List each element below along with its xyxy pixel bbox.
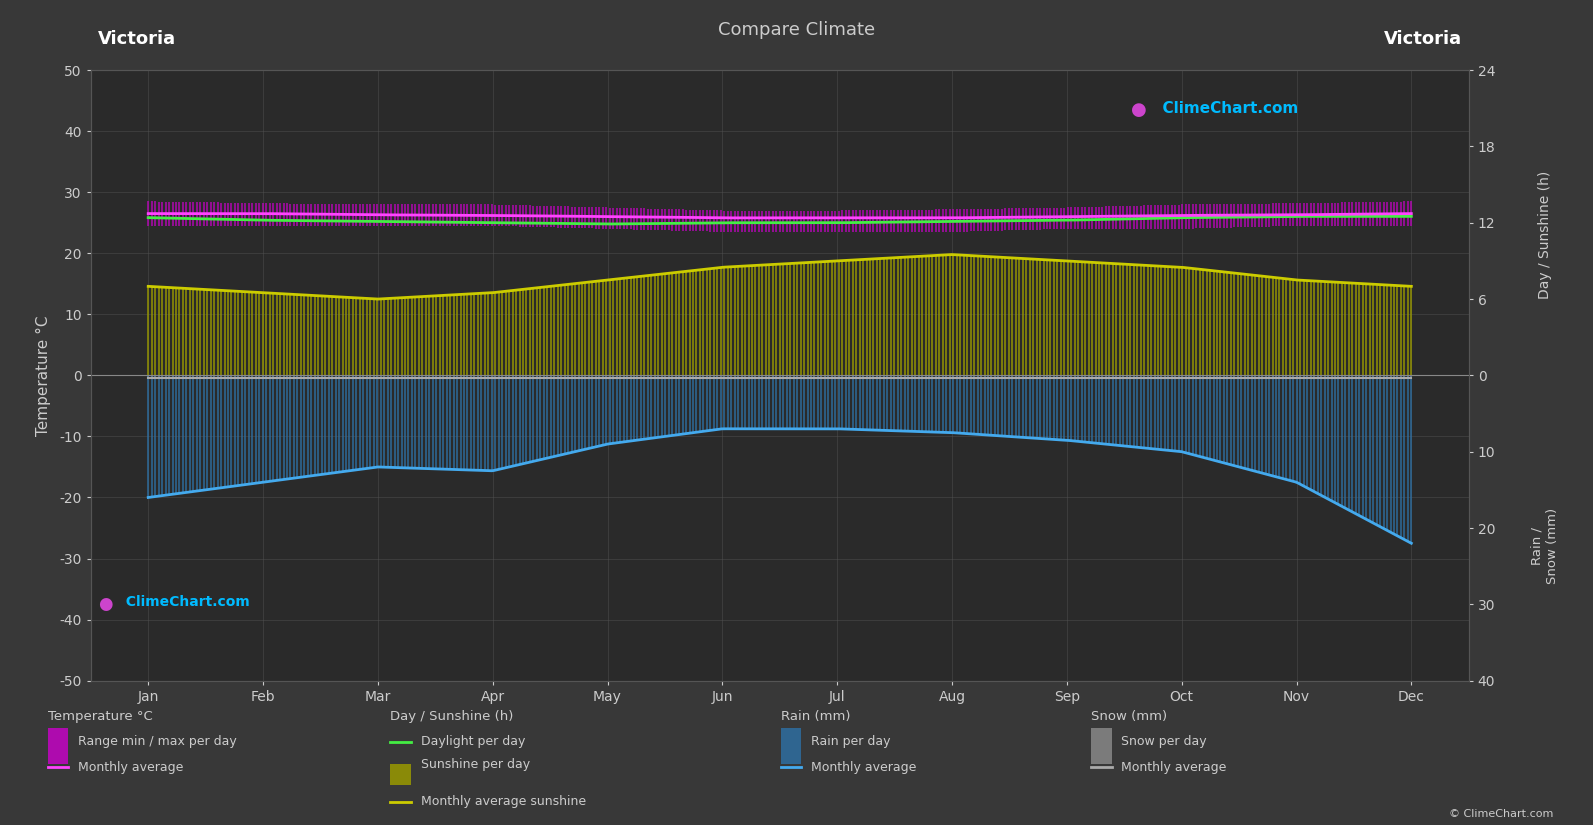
Text: ClimeChart.com: ClimeChart.com bbox=[116, 595, 250, 609]
Text: Monthly average sunshine: Monthly average sunshine bbox=[421, 795, 586, 808]
Text: ClimeChart.com: ClimeChart.com bbox=[1152, 101, 1298, 116]
Text: Range min / max per day: Range min / max per day bbox=[78, 735, 237, 748]
Text: Snow per day: Snow per day bbox=[1121, 735, 1207, 748]
Text: Victoria: Victoria bbox=[1384, 31, 1462, 49]
Text: ●: ● bbox=[1131, 101, 1147, 119]
Text: Monthly average: Monthly average bbox=[811, 761, 916, 774]
Text: ●: ● bbox=[97, 595, 112, 613]
Text: Day / Sunshine (h): Day / Sunshine (h) bbox=[390, 710, 513, 723]
Text: Rain per day: Rain per day bbox=[811, 735, 890, 748]
Text: Snow (mm): Snow (mm) bbox=[1091, 710, 1168, 723]
Text: © ClimeChart.com: © ClimeChart.com bbox=[1448, 808, 1553, 818]
Text: Rain /
Snow (mm): Rain / Snow (mm) bbox=[1531, 508, 1558, 584]
Bar bbox=[48, 728, 68, 764]
Text: Compare Climate: Compare Climate bbox=[718, 21, 875, 39]
Bar bbox=[781, 728, 801, 764]
Y-axis label: Temperature °C: Temperature °C bbox=[37, 315, 51, 436]
Text: Monthly average: Monthly average bbox=[1121, 761, 1227, 774]
Bar bbox=[390, 764, 411, 785]
Text: Victoria: Victoria bbox=[97, 31, 175, 49]
Text: Day / Sunshine (h): Day / Sunshine (h) bbox=[1537, 171, 1552, 299]
Bar bbox=[1091, 728, 1112, 764]
Text: Rain (mm): Rain (mm) bbox=[781, 710, 851, 723]
Text: Monthly average: Monthly average bbox=[78, 761, 183, 774]
Text: Temperature °C: Temperature °C bbox=[48, 710, 153, 723]
Text: Daylight per day: Daylight per day bbox=[421, 735, 526, 748]
Text: Sunshine per day: Sunshine per day bbox=[421, 758, 530, 771]
